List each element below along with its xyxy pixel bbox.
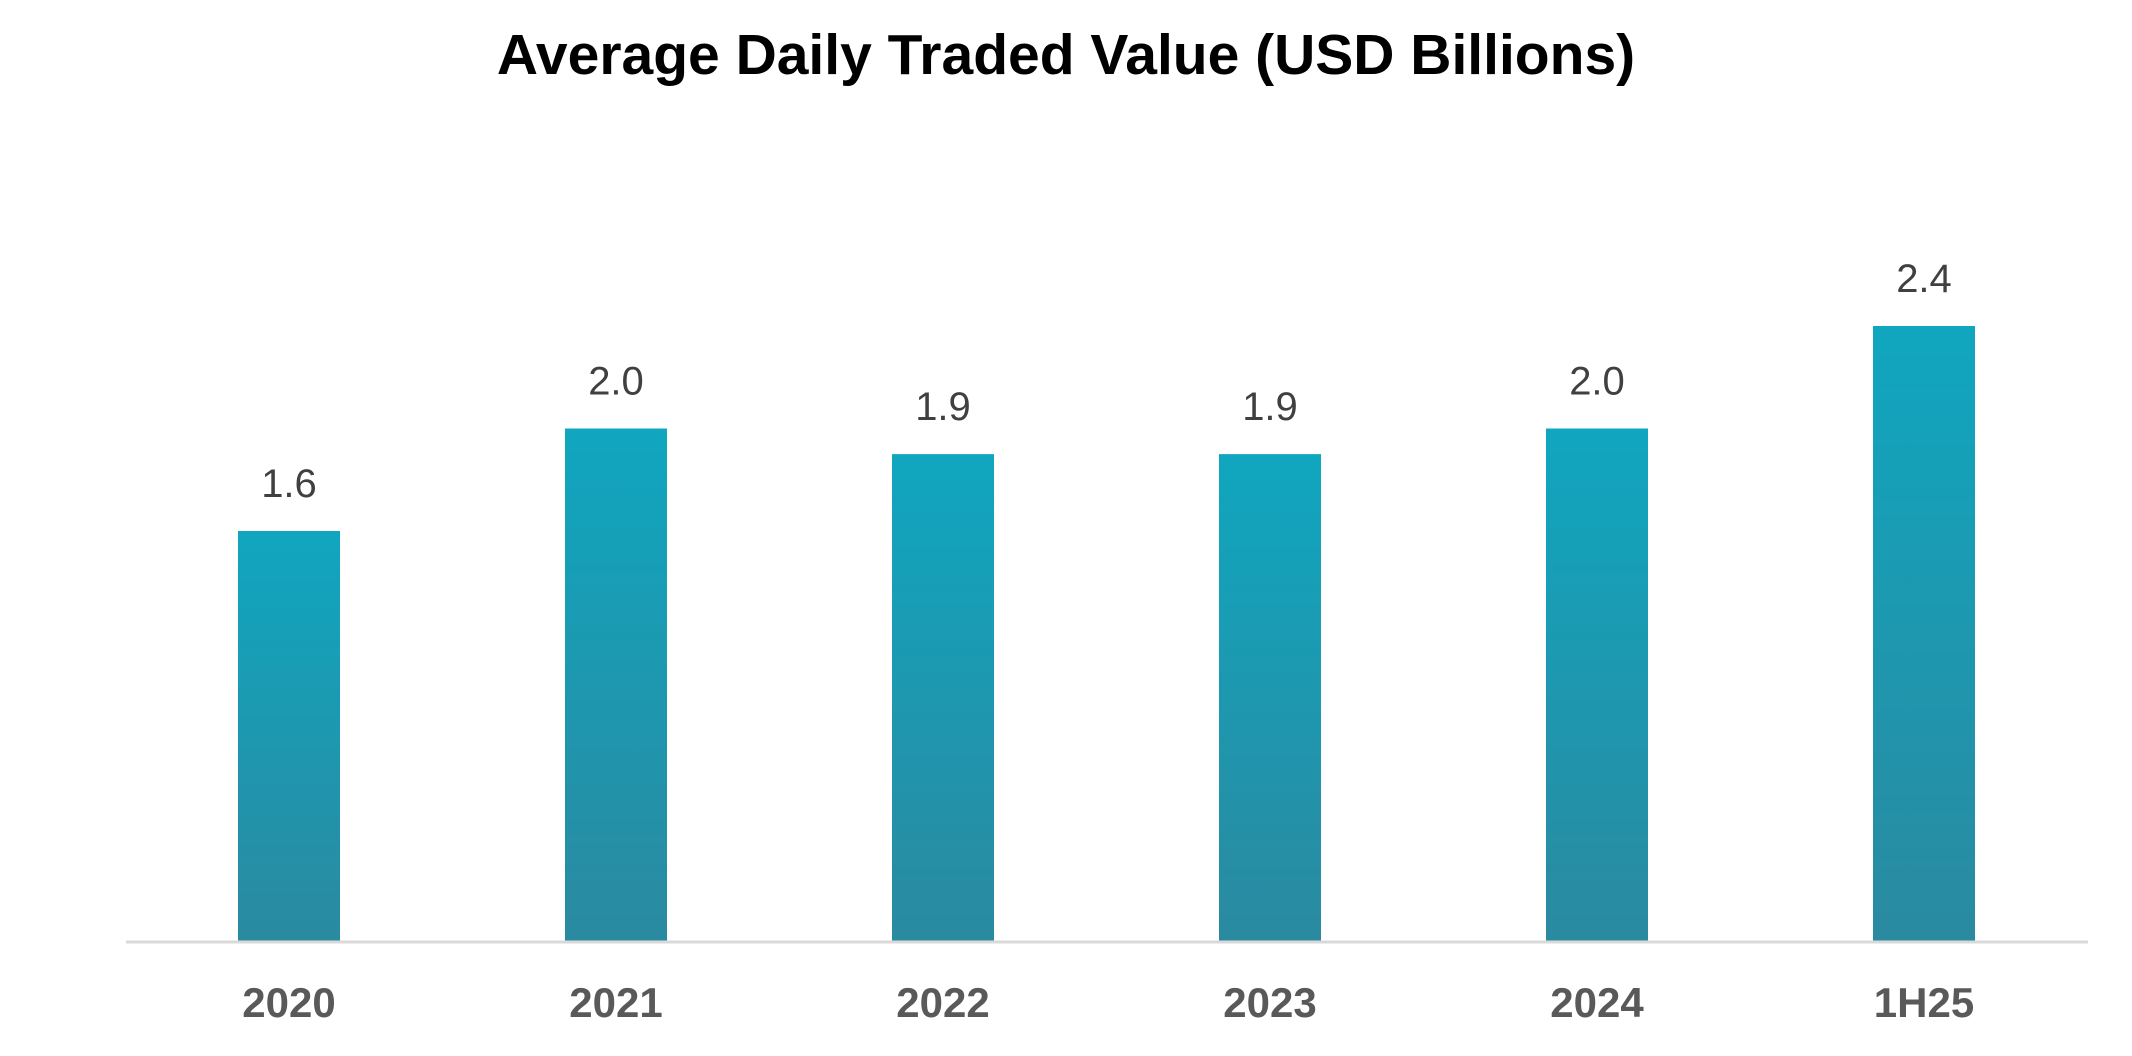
data-label-2024: 2.0 <box>1569 360 1625 404</box>
category-label-2023: 2023 <box>1223 979 1316 1026</box>
data-label-2023: 1.9 <box>1242 385 1298 429</box>
labels-group: 1.6 2020 2.0 2021 1.9 2022 1.9 2023 2.0 2024 2.4 1H… <box>242 257 1974 1026</box>
bar-2021 <box>565 428 667 941</box>
bar-2022 <box>892 454 994 941</box>
chart-title: Average Daily Traded Value (USD Billions… <box>496 23 1636 87</box>
category-label-2024: 2024 <box>1550 979 1644 1026</box>
category-label-2022: 2022 <box>896 979 989 1026</box>
bar-2024 <box>1546 428 1648 941</box>
category-label-2020: 2020 <box>242 979 335 1026</box>
data-label-2021: 2.0 <box>588 360 644 404</box>
category-label-1H25: 1H25 <box>1874 979 1974 1026</box>
category-label-2021: 2021 <box>569 979 662 1026</box>
bar-2020 <box>238 531 340 941</box>
bar-2023 <box>1219 454 1321 941</box>
data-label-2022: 1.9 <box>915 385 971 429</box>
bar-1H25 <box>1873 326 1975 941</box>
bars-group <box>238 326 1975 941</box>
data-label-1H25: 2.4 <box>1896 257 1952 301</box>
data-label-2020: 1.6 <box>261 462 317 506</box>
